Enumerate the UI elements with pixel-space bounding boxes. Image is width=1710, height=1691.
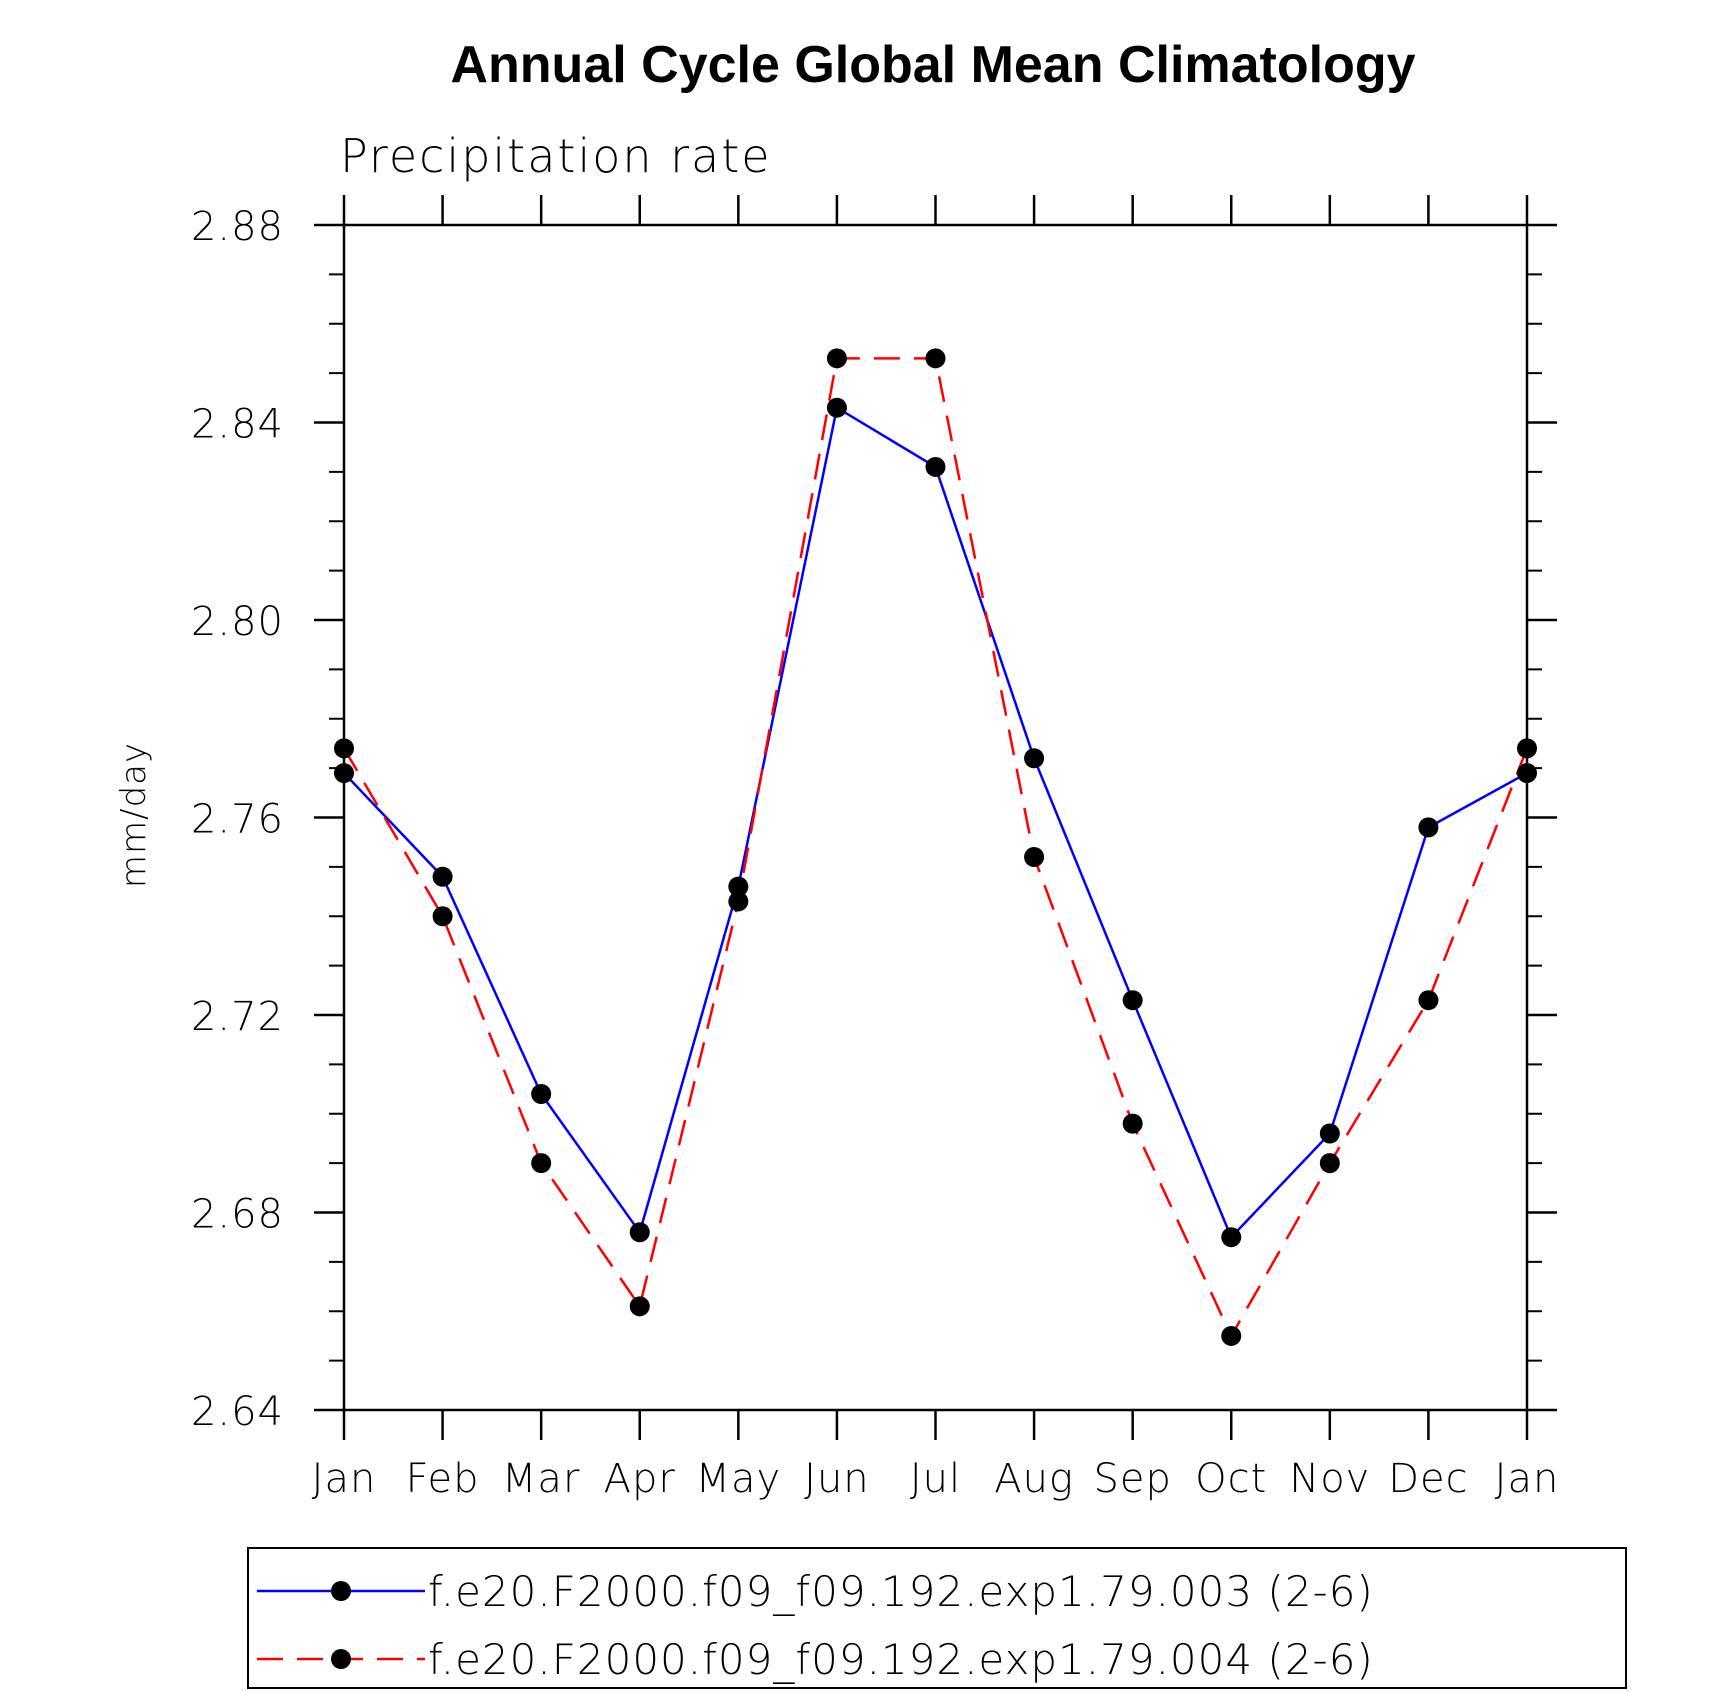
x-tick-label: Jan: [312, 1456, 377, 1502]
plot-frame: [342, 223, 1529, 1412]
legend: f.e20.F2000.f09_f09.192.exp1.79.003 (2-6…: [257, 1567, 1374, 1684]
y-tick-label: 2.68: [191, 1192, 284, 1238]
x-tick-label: Jan: [1495, 1456, 1560, 1502]
series-markers: [334, 348, 1537, 1346]
data-point-1: [1221, 1227, 1242, 1248]
data-point-2: [1319, 1153, 1340, 1174]
data-point-1: [925, 456, 946, 477]
data-point-2: [826, 348, 847, 369]
data-point-2: [1517, 738, 1537, 759]
y-tick-label: 2.76: [191, 797, 284, 843]
series-lines: [342, 357, 1529, 1339]
data-point-1: [728, 876, 749, 897]
data-point-1: [1319, 1123, 1340, 1144]
data-point-2: [728, 891, 749, 912]
legend-marker-1: [331, 1581, 351, 1601]
x-tick-label: Mar: [502, 1456, 580, 1502]
y-tick-label: 2.84: [191, 402, 284, 448]
x-tick-label: May: [695, 1456, 781, 1502]
data-point-1: [1418, 817, 1439, 838]
y-tick-label: 2.88: [191, 204, 284, 250]
data-point-1: [629, 1222, 650, 1243]
data-point-1: [1517, 763, 1537, 784]
chart-title: Annual Cycle Global Mean Climatology: [450, 36, 1415, 94]
y-tick-label: 2.64: [191, 1389, 284, 1435]
axis-ticks: [314, 195, 1557, 1440]
legend-label-1: f.e20.F2000.f09_f09.192.exp1.79.003 (2-6…: [428, 1567, 1374, 1616]
x-tick-labels: Jan Feb Mar Apr May Jun Jul Aug Sep Oct Nov Dec Jan: [312, 1456, 1560, 1502]
data-point-1: [826, 397, 847, 418]
y-tick-label: 2.72: [191, 994, 284, 1040]
data-point-1: [1024, 748, 1045, 769]
y-tick-labels: 2.64 2.68 2.72 2.76 2.80 2.84 2.88: [191, 204, 284, 1435]
x-tick-label: Dec: [1388, 1456, 1468, 1502]
data-point-2: [432, 906, 453, 927]
data-point-2: [925, 348, 946, 369]
y-axis-label: mm/day: [114, 742, 154, 888]
x-tick-label: Jun: [804, 1456, 870, 1502]
x-tick-label: Nov: [1289, 1456, 1370, 1502]
y-tick-label: 2.80: [191, 599, 284, 645]
x-tick-label: Jul: [910, 1456, 961, 1502]
data-point-2: [1122, 1113, 1143, 1134]
x-tick-label: Sep: [1093, 1456, 1171, 1502]
series-line-2: [342, 357, 1529, 1339]
data-point-2: [531, 1153, 552, 1174]
data-point-1: [531, 1084, 552, 1104]
x-tick-label: Feb: [406, 1456, 480, 1502]
chart-subtitle: Precipitation rate: [340, 129, 772, 183]
data-point-2: [1024, 847, 1045, 867]
legend-marker-2: [331, 1649, 351, 1669]
legend-label-2: f.e20.F2000.f09_f09.192.exp1.79.004 (2-6…: [428, 1635, 1374, 1684]
data-point-2: [629, 1296, 650, 1317]
data-point-1: [1122, 990, 1143, 1011]
data-point-1: [432, 866, 453, 887]
x-tick-label: Apr: [604, 1456, 676, 1502]
x-tick-label: Oct: [1195, 1456, 1267, 1502]
data-series: [334, 348, 1537, 1346]
data-point-2: [1418, 990, 1439, 1011]
legend-box: [247, 1547, 1627, 1689]
data-point-1: [334, 763, 354, 784]
data-point-2: [1221, 1325, 1242, 1346]
x-tick-label: Aug: [994, 1456, 1074, 1502]
data-point-2: [334, 738, 354, 759]
